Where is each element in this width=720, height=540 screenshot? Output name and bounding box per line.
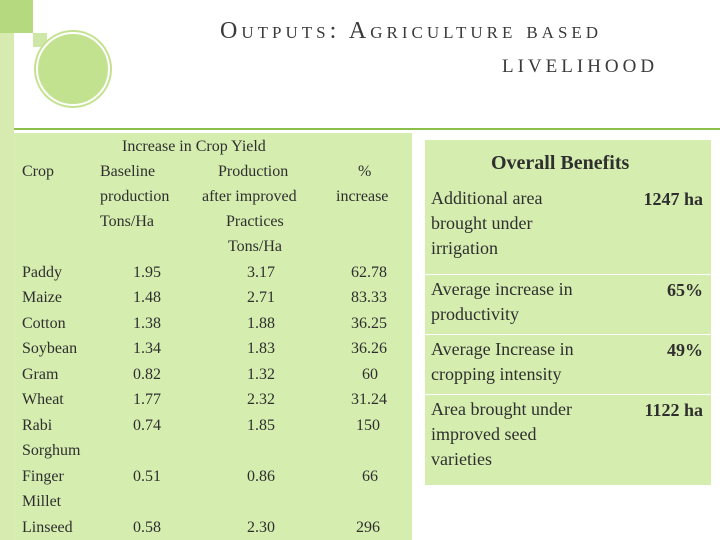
row-pct-linseed: 296: [356, 519, 380, 536]
col-header-pct: %: [358, 163, 372, 180]
benefit-value: 1247 ha: [643, 189, 703, 209]
row-after-finger: 0.86: [247, 468, 275, 485]
row-pct-maize: 83.33: [351, 289, 387, 306]
benefit-value: 65%: [667, 280, 703, 300]
row-after-maize: 2.71: [247, 289, 275, 306]
col-header-production-4: Tons/Ha: [228, 238, 282, 255]
row-crop-cotton: Cotton: [22, 315, 66, 332]
header-band: [0, 0, 720, 130]
col-header-baseline: Baseline: [100, 163, 156, 180]
col-header-production: Production: [218, 163, 289, 180]
overall-benefits-panel: Overall Benefits Additional area brought…: [425, 140, 711, 485]
row-crop-maize: Maize: [22, 289, 62, 306]
row-crop-finger: Finger: [22, 468, 64, 485]
row-pct-soybean: 36.26: [351, 340, 387, 357]
benefit-value: 49%: [667, 340, 703, 360]
header-rule: [14, 128, 720, 130]
row-after-cotton: 1.88: [247, 315, 275, 332]
left-accent-band: [0, 0, 14, 540]
row-crop-rabi: Rabi: [22, 417, 53, 434]
col-header-pct-2: increase: [336, 188, 389, 205]
row-crop-soybean: Soybean: [22, 340, 78, 357]
decor-square-small: [33, 33, 47, 47]
row-after-gram: 1.32: [247, 366, 275, 383]
row-after-paddy: 3.17: [247, 264, 275, 281]
slide-title-line2: livelihood: [502, 56, 659, 77]
benefit-label: Area brought under: [431, 399, 572, 419]
col-header-baseline-3: Tons/Ha: [100, 213, 154, 230]
row-baseline-cotton: 1.38: [133, 315, 161, 332]
benefit-label-2: cropping intensity: [431, 364, 562, 384]
row-pct-paddy: 62.78: [351, 264, 387, 281]
row-baseline-rabi: 0.74: [133, 417, 161, 434]
col-header-production-2: after improved: [202, 188, 297, 205]
row-pct-finger: 66: [362, 468, 378, 485]
benefits-heading: Overall Benefits: [491, 152, 630, 174]
benefit-label-2: improved seed: [431, 424, 537, 444]
benefit-divider: [425, 394, 711, 395]
benefit-divider: [425, 274, 711, 275]
row-crop-linseed: Linseed: [22, 519, 73, 536]
table-group-header: Increase in Crop Yield: [122, 138, 266, 155]
col-header-crop: Crop: [22, 163, 54, 180]
row-after-soybean: 1.83: [247, 340, 275, 357]
col-header-production-3: Practices: [226, 213, 284, 230]
benefit-value: 1122 ha: [644, 400, 703, 420]
benefit-label-2: productivity: [431, 304, 519, 324]
row-baseline-gram: 0.82: [133, 366, 161, 383]
benefit-label: Average Increase in: [431, 339, 574, 359]
row-pct-wheat: 31.24: [351, 391, 387, 408]
row-crop-finger-2: Millet: [22, 493, 62, 510]
row-baseline-maize: 1.48: [133, 289, 161, 306]
row-crop-rabi-2: Sorghum: [22, 442, 81, 459]
benefit-label-2: brought under: [431, 213, 533, 233]
row-baseline-finger: 0.51: [133, 468, 161, 485]
benefit-label-3: irrigation: [431, 238, 498, 258]
benefit-label: Average increase in: [431, 279, 573, 299]
row-baseline-soybean: 1.34: [133, 340, 161, 357]
benefit-label-3: varieties: [431, 449, 492, 469]
row-after-rabi: 1.85: [247, 417, 275, 434]
row-crop-gram: Gram: [22, 366, 59, 383]
decor-square: [0, 0, 33, 33]
row-after-linseed: 2.30: [247, 519, 275, 536]
row-baseline-wheat: 1.77: [133, 391, 161, 408]
decor-circle: [36, 32, 110, 106]
row-crop-paddy: Paddy: [22, 264, 62, 281]
row-pct-rabi: 150: [356, 417, 380, 434]
row-baseline-linseed: 0.58: [133, 519, 161, 536]
col-header-baseline-2: production: [100, 188, 170, 205]
row-pct-gram: 60: [362, 366, 378, 383]
crop-yield-table: Increase in Crop Yield Crop Baseline pro…: [14, 133, 412, 540]
benefit-label: Additional area: [431, 188, 543, 208]
row-baseline-paddy: 1.95: [133, 264, 161, 281]
row-after-wheat: 2.32: [247, 391, 275, 408]
row-crop-wheat: Wheat: [22, 391, 64, 408]
slide-title: Outputs: Agriculture based: [220, 18, 603, 44]
benefit-divider: [425, 334, 711, 335]
row-pct-cotton: 36.25: [351, 315, 387, 332]
